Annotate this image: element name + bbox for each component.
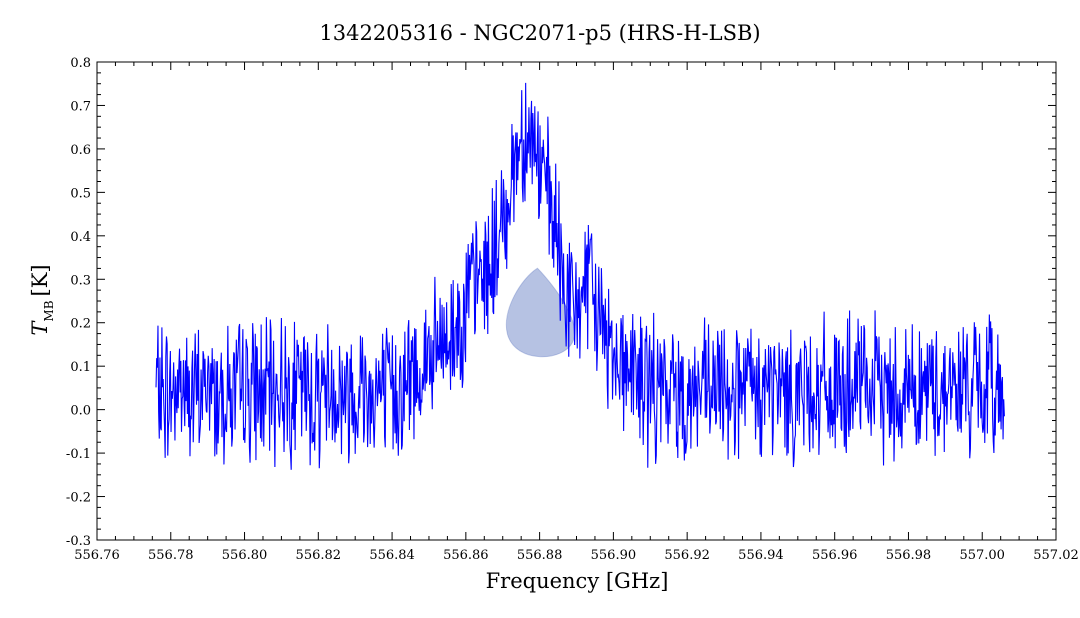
x-axis-label: Frequency [GHz]: [486, 569, 669, 593]
x-tick-label: 556.88: [517, 548, 563, 563]
x-tick-label: 556.82: [296, 548, 342, 563]
x-tick-label: 556.76: [74, 548, 120, 563]
x-tick-label: 556.78: [148, 548, 194, 563]
y-tick-label: 0.5: [70, 186, 91, 201]
x-tick-label: 556.84: [369, 548, 415, 563]
x-tick-label: 557.00: [959, 548, 1005, 563]
x-tick-label: 556.94: [738, 548, 784, 563]
plot-area: 556.76 556.78 556.80 556.82 556.84 556.86 556.…: [66, 56, 1079, 563]
x-tick-label: 556.80: [222, 548, 268, 563]
y-axis-label-symbol: T: [28, 320, 52, 336]
y-tick-label: -0.3: [66, 534, 91, 549]
y-tick-label: -0.2: [66, 491, 91, 506]
y-tick-labels: -0.3 -0.2 -0.1 0.0 0.1 0.2 0.3 0.4 0.5 0.6 0.7 0.8: [66, 56, 91, 549]
y-tick-label: 0.2: [70, 317, 91, 332]
y-axis-label-unit: [K]: [28, 264, 52, 296]
y-tick-label: 0.8: [70, 56, 91, 71]
y-axis-label: TMB [K]: [28, 264, 56, 335]
spectrum-series-line: [155, 82, 1005, 470]
x-tick-label: 556.90: [591, 548, 637, 563]
x-tick-labels: 556.76 556.78 556.80 556.82 556.84 556.86 556.…: [74, 548, 1079, 563]
y-axis-label-subscript: MB: [42, 300, 56, 321]
ticks-layer: [96, 61, 1057, 541]
y-tick-label: 0.0: [70, 404, 91, 419]
y-tick-label: 0.1: [70, 360, 91, 375]
x-tick-label: 556.96: [812, 548, 858, 563]
y-tick-label: -0.1: [66, 447, 91, 462]
y-tick-label: 0.7: [70, 99, 91, 114]
y-tick-label: 0.6: [70, 143, 91, 158]
x-tick-label: 556.86: [443, 548, 489, 563]
series-layer: [155, 82, 1005, 470]
chart-title: 1342205316 - NGC2071-p5 (HRS-H-LSB): [319, 21, 760, 45]
x-tick-label: 557.02: [1033, 548, 1079, 563]
y-tick-label: 0.4: [70, 230, 91, 245]
x-tick-label: 556.98: [886, 548, 932, 563]
y-tick-label: 0.3: [70, 273, 91, 288]
x-tick-label: 556.92: [664, 548, 710, 563]
svg-text:TMB[K]: TMB [K]: [28, 264, 56, 335]
